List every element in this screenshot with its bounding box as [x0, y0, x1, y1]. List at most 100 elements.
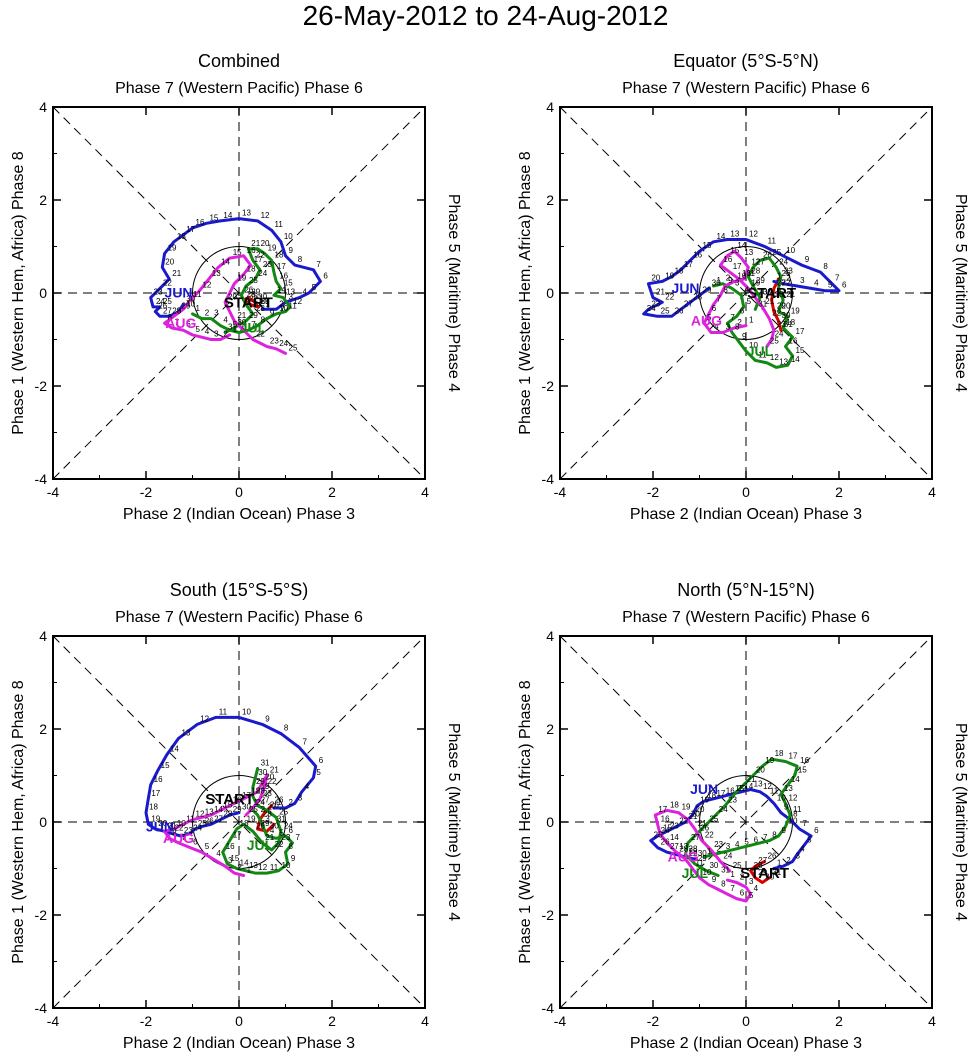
- day-label: 1: [233, 325, 238, 334]
- day-label: 30: [763, 288, 772, 297]
- day-label: 21: [168, 821, 177, 830]
- day-label: 20: [228, 292, 237, 301]
- y-tick-label: 2: [546, 192, 554, 208]
- series-line-jun: [649, 788, 813, 870]
- y-tick-label: 2: [546, 721, 554, 737]
- day-label: 10: [789, 817, 798, 826]
- day-label: 19: [168, 243, 177, 252]
- month-label-jun: JUN: [672, 280, 700, 296]
- day-label: 24: [256, 798, 265, 807]
- x-tick-label: 4: [928, 1013, 936, 1029]
- chart-title: Combined: [198, 51, 280, 71]
- day-label: 10: [786, 246, 795, 255]
- day-label: 25: [709, 814, 718, 823]
- day-label: 24: [779, 257, 788, 266]
- day-label: 3: [726, 842, 731, 851]
- day-label: 14: [240, 859, 249, 868]
- day-label: 16: [226, 842, 235, 851]
- x-tick-label: 2: [835, 484, 843, 500]
- day-label: 16: [233, 796, 242, 805]
- right-axis-label: Phase 5 (Maritime) Phase 4: [952, 723, 969, 921]
- day-label: 24: [775, 330, 784, 339]
- day-label: 15: [223, 800, 232, 809]
- day-label: 24: [193, 824, 202, 833]
- series-line-jul: [221, 767, 294, 875]
- day-label: 1: [254, 798, 259, 807]
- day-label: 24: [661, 826, 670, 835]
- day-label: 25: [163, 297, 172, 306]
- x-tick-label: 0: [742, 484, 750, 500]
- day-label: 26: [661, 838, 670, 847]
- day-label: 22: [275, 840, 284, 849]
- day-label: 19: [237, 274, 246, 283]
- day-label: 1: [707, 847, 712, 856]
- day-label: 9: [168, 821, 173, 830]
- day-label: 23: [651, 299, 660, 308]
- bottom-axis-label: Phase 2 (Indian Ocean) Phase 3: [123, 506, 355, 523]
- day-label: 5: [196, 325, 201, 334]
- day-label: 18: [240, 819, 249, 828]
- page-title: 26-May-2012 to 24-Aug-2012: [302, 0, 669, 31]
- day-label: 4: [735, 840, 740, 849]
- day-label: 22: [163, 278, 172, 287]
- day-label: 30: [782, 311, 791, 320]
- day-label: 22: [268, 777, 277, 786]
- y-tick-label: -4: [542, 1000, 555, 1016]
- day-label: 19: [791, 306, 800, 315]
- day-label: 31: [261, 297, 270, 306]
- day-label: 18: [670, 800, 679, 809]
- day-label: 27: [214, 814, 223, 823]
- day-label: 26: [700, 824, 709, 833]
- day-label: 18: [707, 791, 716, 800]
- day-label: 20: [256, 821, 265, 830]
- day-label: 16: [693, 250, 702, 259]
- day-label: 21: [747, 775, 756, 784]
- day-label: 3: [800, 276, 805, 285]
- day-label: 12: [258, 863, 267, 872]
- day-label: 31: [784, 320, 793, 329]
- day-label: 17: [242, 791, 251, 800]
- day-label: 6: [319, 756, 324, 765]
- day-label: 11: [768, 237, 777, 246]
- y-tick-label: 0: [39, 814, 47, 830]
- day-label: 16: [789, 336, 798, 345]
- day-label: 5: [233, 320, 238, 329]
- day-label: 18: [275, 250, 284, 259]
- day-label: 17: [233, 831, 242, 840]
- day-label: 6: [193, 838, 198, 847]
- day-label: 14: [791, 775, 800, 784]
- month-label-aug: AUG: [165, 315, 196, 331]
- day-label: 23: [263, 789, 272, 798]
- day-label: 5: [749, 891, 754, 900]
- day-label: 3: [796, 852, 801, 861]
- day-label: 11: [193, 290, 202, 299]
- day-label: 21: [689, 812, 698, 821]
- day-label: 20: [261, 239, 270, 248]
- day-label: 28: [754, 861, 763, 870]
- day-label: 28: [693, 292, 702, 301]
- day-label: 31: [261, 759, 270, 768]
- day-label: 1: [265, 299, 270, 308]
- day-label: 23: [777, 320, 786, 329]
- day-label: 2: [737, 318, 742, 327]
- day-label: 2: [279, 299, 284, 308]
- day-label: 25: [733, 861, 742, 870]
- day-label: 13: [212, 269, 221, 278]
- day-label: 25: [249, 276, 258, 285]
- day-label: 12: [689, 849, 698, 858]
- x-tick-label: 2: [835, 1013, 843, 1029]
- day-label: 24: [719, 805, 728, 814]
- day-label: 20: [265, 772, 274, 781]
- month-label-jun: JUN: [146, 818, 174, 834]
- day-label: 18: [775, 749, 784, 758]
- day-label: 8: [723, 285, 728, 294]
- day-label: 11: [770, 786, 779, 795]
- top-axis-label: Phase 7 (Western Pacific) Phase 6: [622, 609, 870, 626]
- day-label: 17: [716, 789, 725, 798]
- day-label: 8: [823, 262, 828, 271]
- day-label: 2: [289, 798, 294, 807]
- y-tick-label: -4: [35, 1000, 48, 1016]
- day-label: 13: [779, 357, 788, 366]
- day-label: 16: [800, 756, 809, 765]
